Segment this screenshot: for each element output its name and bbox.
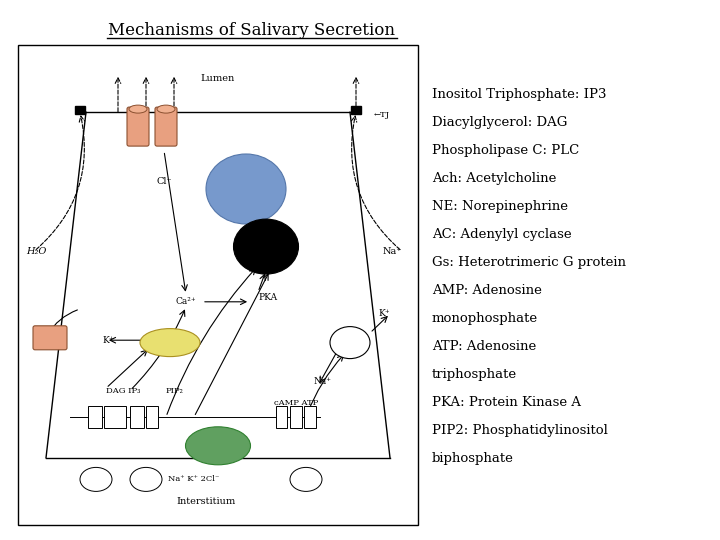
Text: NE: Norepinephrine: NE: Norepinephrine [432, 200, 568, 213]
Text: MC: MC [89, 413, 102, 421]
Text: ACh: ACh [89, 475, 104, 483]
Text: cAMP ATP: cAMP ATP [274, 399, 318, 407]
Ellipse shape [80, 468, 112, 491]
Text: Gq/11: Gq/11 [104, 413, 126, 421]
Ellipse shape [290, 468, 322, 491]
Bar [18, 45, 418, 525]
Text: H₂O: H₂O [26, 247, 46, 256]
Text: triphosphate: triphosphate [432, 368, 517, 381]
Text: Cl⁻: Cl⁻ [156, 177, 172, 186]
Bar [304, 406, 315, 428]
Text: Na⁺ K⁺ 2Cl⁻: Na⁺ K⁺ 2Cl⁻ [168, 475, 220, 483]
Bar [290, 406, 302, 428]
Text: PLC: PLC [130, 413, 144, 421]
Text: Gs: Heterotrimeric G protein: Gs: Heterotrimeric G protein [432, 256, 626, 269]
Text: monophosphate: monophosphate [432, 312, 538, 325]
Text: PIP2: Phosphatidylinositol: PIP2: Phosphatidylinositol [432, 424, 608, 437]
Text: PKC: PKC [161, 339, 179, 347]
Text: Na⁺: Na⁺ [313, 376, 331, 386]
Ellipse shape [233, 219, 299, 274]
Ellipse shape [130, 468, 162, 491]
Text: AC: AC [305, 413, 315, 421]
Ellipse shape [129, 105, 147, 113]
Text: AC: Adenylyl cyclase: AC: Adenylyl cyclase [432, 228, 572, 241]
Text: Na⁺: Na⁺ [382, 247, 402, 256]
Bar [276, 406, 287, 428]
Text: Phospholipase C: PLC: Phospholipase C: PLC [432, 144, 580, 157]
Bar [351, 106, 361, 114]
Bar [104, 406, 126, 428]
Text: α: α [150, 413, 154, 421]
Bar [146, 406, 158, 428]
Text: Gs: Gs [292, 413, 300, 421]
FancyBboxPatch shape [33, 326, 67, 350]
Text: NE: NE [300, 475, 312, 483]
Ellipse shape [186, 427, 251, 465]
Text: ATP: ATP [341, 339, 359, 347]
Text: biphosphate: biphosphate [432, 452, 514, 465]
Text: NE: NE [140, 475, 152, 483]
Text: K⁺: K⁺ [379, 309, 390, 318]
Text: Interstitium: Interstitium [176, 496, 235, 505]
Text: Ach: Acetylcholine: Ach: Acetylcholine [432, 172, 557, 185]
Text: ←TJ: ←TJ [374, 111, 390, 119]
FancyBboxPatch shape [155, 107, 177, 146]
Bar [75, 106, 85, 114]
Text: DAG IP₃: DAG IP₃ [106, 387, 140, 395]
Text: Lumen: Lumen [201, 74, 235, 83]
Text: K⁺: K⁺ [102, 336, 114, 345]
FancyBboxPatch shape [127, 107, 149, 146]
Text: Diacylglycerol: DAG: Diacylglycerol: DAG [432, 116, 567, 129]
Ellipse shape [140, 329, 200, 356]
Bar [130, 406, 144, 428]
Ellipse shape [206, 154, 286, 224]
Text: PIP₂: PIP₂ [166, 387, 184, 395]
Text: β: β [279, 413, 284, 421]
Bar [88, 406, 102, 428]
Text: Ca²⁺: Ca²⁺ [176, 298, 197, 306]
Ellipse shape [157, 105, 175, 113]
Text: ATP: Adenosine: ATP: Adenosine [432, 340, 536, 353]
Text: PKA: PKA [258, 293, 277, 301]
Text: AMP: Adenosine: AMP: Adenosine [432, 284, 542, 297]
Text: Mechanisms of Salivary Secretion: Mechanisms of Salivary Secretion [109, 22, 395, 39]
Text: PKA: Protein Kinase A: PKA: Protein Kinase A [432, 396, 581, 409]
Ellipse shape [330, 327, 370, 359]
Text: Inositol Triphosphate: IP3: Inositol Triphosphate: IP3 [432, 88, 606, 101]
